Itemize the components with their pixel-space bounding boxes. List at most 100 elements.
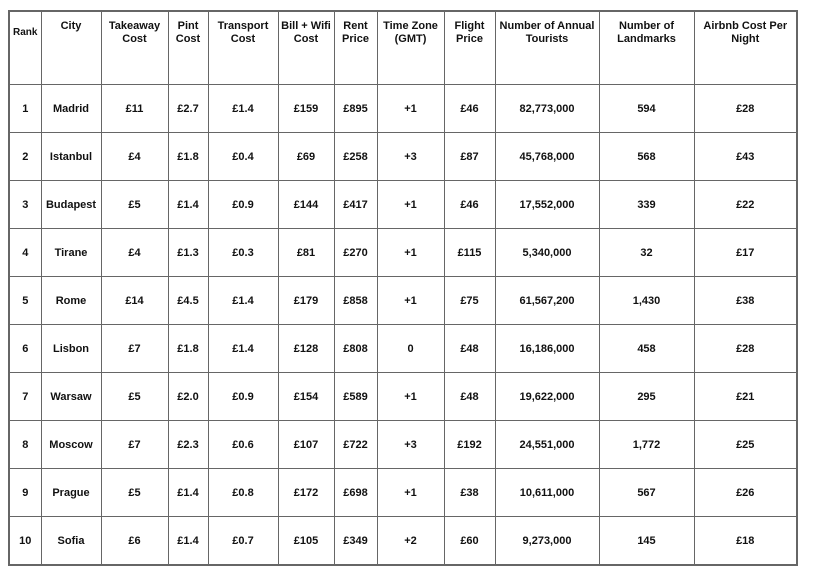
table-cell: £105 — [277, 516, 335, 566]
table-cell: 567 — [598, 468, 695, 517]
column-header: Number of Annual Tourists — [494, 10, 600, 85]
table-cell: £75 — [443, 276, 496, 325]
table-row: 2 Istanbul £4 £1.8 £0.4 £69 £258 +3 £87 45,768,00… — [8, 132, 798, 181]
table-cell: £7 — [100, 324, 169, 373]
table-cell: Moscow — [40, 420, 102, 469]
table-cell: 32 — [598, 228, 695, 277]
table-cell: £107 — [277, 420, 335, 469]
table-cell: £6 — [100, 516, 169, 566]
table-cell: 9,273,000 — [494, 516, 600, 566]
table-cell: £5 — [100, 372, 169, 421]
table-cell: £2.3 — [167, 420, 209, 469]
table-cell: £1.4 — [207, 84, 279, 133]
table-cell: Sofia — [40, 516, 102, 566]
table-cell: 82,773,000 — [494, 84, 600, 133]
table-cell: £60 — [443, 516, 496, 566]
table-cell: £7 — [100, 420, 169, 469]
table-cell: £128 — [277, 324, 335, 373]
table-cell: 145 — [598, 516, 695, 566]
column-header: Takeaway Cost — [100, 10, 169, 85]
table-cell: £48 — [443, 372, 496, 421]
table-cell: +3 — [376, 420, 445, 469]
table-cell: £417 — [333, 180, 378, 229]
table-cell: £1.4 — [207, 324, 279, 373]
table-cell: £81 — [277, 228, 335, 277]
table-cell: 1,430 — [598, 276, 695, 325]
column-header: Transport Cost — [207, 10, 279, 85]
table-cell: £192 — [443, 420, 496, 469]
table-cell: £0.4 — [207, 132, 279, 181]
table-cell: £2.7 — [167, 84, 209, 133]
header-row: Rank City Takeaway Cost Pint Cost Transport … — [8, 10, 798, 85]
column-header: City — [40, 10, 102, 85]
table-cell: £0.3 — [207, 228, 279, 277]
table-row: 1 Madrid £11 £2.7 £1.4 £159 £895 +1 £46 82,773,00… — [8, 84, 798, 133]
table-cell: £38 — [443, 468, 496, 517]
table-cell: 4 — [8, 228, 42, 277]
table-cell: Madrid — [40, 84, 102, 133]
table-cell: Istanbul — [40, 132, 102, 181]
table-cell: £589 — [333, 372, 378, 421]
table-cell: £18 — [693, 516, 798, 566]
table-row: 4 Tirane £4 £1.3 £0.3 £81 £270 +1 £115 5,340,000 3… — [8, 228, 798, 277]
table-cell: £722 — [333, 420, 378, 469]
table-cell: £21 — [693, 372, 798, 421]
table-cell: +1 — [376, 276, 445, 325]
table-cell: £1.4 — [167, 180, 209, 229]
cost-table: Rank City Takeaway Cost Pint Cost Transport … — [8, 10, 798, 566]
table-cell: £144 — [277, 180, 335, 229]
table-cell: £4 — [100, 228, 169, 277]
table-cell: £258 — [333, 132, 378, 181]
table-cell: £26 — [693, 468, 798, 517]
table-cell: 594 — [598, 84, 695, 133]
table-cell: £349 — [333, 516, 378, 566]
table-cell: £1.8 — [167, 324, 209, 373]
table-cell: +1 — [376, 228, 445, 277]
table-body: 1 Madrid £11 £2.7 £1.4 £159 £895 +1 £46 82,773,00… — [8, 84, 798, 566]
table-cell: £172 — [277, 468, 335, 517]
table-cell: £698 — [333, 468, 378, 517]
table-cell: £154 — [277, 372, 335, 421]
table-cell: £0.6 — [207, 420, 279, 469]
table-cell: 458 — [598, 324, 695, 373]
table-cell: £0.7 — [207, 516, 279, 566]
table-cell: 10,611,000 — [494, 468, 600, 517]
table-cell: 5 — [8, 276, 42, 325]
table-cell: +1 — [376, 84, 445, 133]
table-cell: +3 — [376, 132, 445, 181]
table-row: 3 Budapest £5 £1.4 £0.9 £144 £417 +1 £46 17,552,0… — [8, 180, 798, 229]
table-cell: £159 — [277, 84, 335, 133]
table-cell: Budapest — [40, 180, 102, 229]
table-cell: 16,186,000 — [494, 324, 600, 373]
table-cell: 19,622,000 — [494, 372, 600, 421]
table-cell: £808 — [333, 324, 378, 373]
table-cell: £895 — [333, 84, 378, 133]
column-header: Time Zone (GMT) — [376, 10, 445, 85]
table-cell: 2 — [8, 132, 42, 181]
table-cell: £87 — [443, 132, 496, 181]
table-cell: £0.9 — [207, 180, 279, 229]
table-cell: £1.3 — [167, 228, 209, 277]
column-header: Pint Cost — [167, 10, 209, 85]
table-cell: £11 — [100, 84, 169, 133]
table-cell: £28 — [693, 84, 798, 133]
table-cell: £1.4 — [207, 276, 279, 325]
table-cell: £69 — [277, 132, 335, 181]
table-row: 8 Moscow £7 £2.3 £0.6 £107 £722 +3 £192 24,551,00… — [8, 420, 798, 469]
table-cell: £22 — [693, 180, 798, 229]
table-cell: £2.0 — [167, 372, 209, 421]
table-cell: 1,772 — [598, 420, 695, 469]
column-header: Rank — [8, 10, 42, 85]
table-cell: 45,768,000 — [494, 132, 600, 181]
table-row: 10 Sofia £6 £1.4 £0.7 £105 £349 +2 £60 9,273,000 1… — [8, 516, 798, 566]
table-cell: +2 — [376, 516, 445, 566]
table-cell: £43 — [693, 132, 798, 181]
column-header: Bill + Wifi Cost — [277, 10, 335, 85]
table-cell: 0 — [376, 324, 445, 373]
table-cell: £4 — [100, 132, 169, 181]
table-cell: 9 — [8, 468, 42, 517]
table-cell: £1.4 — [167, 516, 209, 566]
table-cell: 7 — [8, 372, 42, 421]
table-row: 7 Warsaw £5 £2.0 £0.9 £154 £589 +1 £48 19,622,000… — [8, 372, 798, 421]
